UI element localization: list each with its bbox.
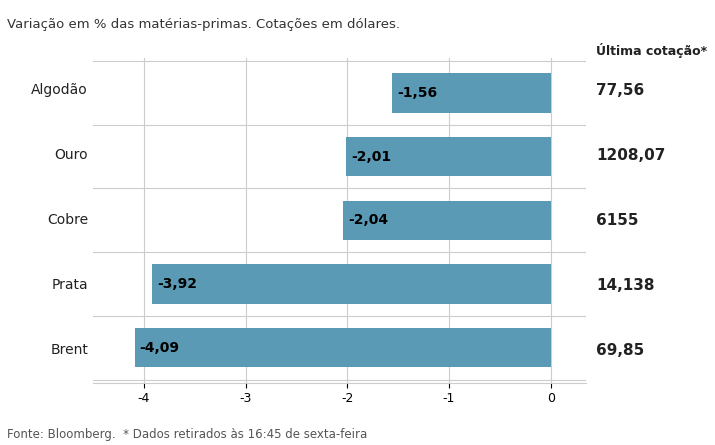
Text: 14,138: 14,138 bbox=[596, 278, 655, 293]
Text: Prata: Prata bbox=[51, 278, 88, 292]
Text: 77,56: 77,56 bbox=[596, 83, 644, 98]
Bar bbox=[134, 328, 551, 368]
Bar bbox=[152, 264, 551, 304]
Bar bbox=[392, 73, 551, 113]
Text: Brent: Brent bbox=[50, 343, 88, 357]
Text: 6155: 6155 bbox=[596, 213, 638, 228]
Text: 69,85: 69,85 bbox=[596, 343, 644, 358]
Text: -4,09: -4,09 bbox=[139, 341, 179, 355]
Text: -2,01: -2,01 bbox=[351, 150, 391, 164]
Text: Fonte: Bloomberg.  * Dados retirados às 16:45 de sexta-feira: Fonte: Bloomberg. * Dados retirados às 1… bbox=[7, 428, 368, 441]
Text: -3,92: -3,92 bbox=[157, 277, 197, 291]
Text: 1208,07: 1208,07 bbox=[596, 148, 666, 163]
Bar bbox=[346, 137, 551, 176]
Text: Cobre: Cobre bbox=[47, 213, 88, 227]
Text: Ouro: Ouro bbox=[54, 148, 88, 162]
Text: Algodão: Algodão bbox=[31, 83, 88, 97]
Bar bbox=[343, 201, 551, 240]
Text: -1,56: -1,56 bbox=[397, 86, 438, 100]
Text: Última cotação*: Última cotação* bbox=[596, 43, 707, 58]
Text: -2,04: -2,04 bbox=[348, 213, 388, 227]
Text: Variação em % das matérias-primas. Cotações em dólares.: Variação em % das matérias-primas. Cotaç… bbox=[7, 18, 400, 31]
